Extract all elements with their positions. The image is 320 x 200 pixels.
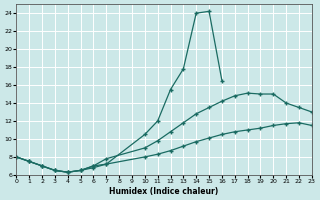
X-axis label: Humidex (Indice chaleur): Humidex (Indice chaleur)	[109, 187, 219, 196]
